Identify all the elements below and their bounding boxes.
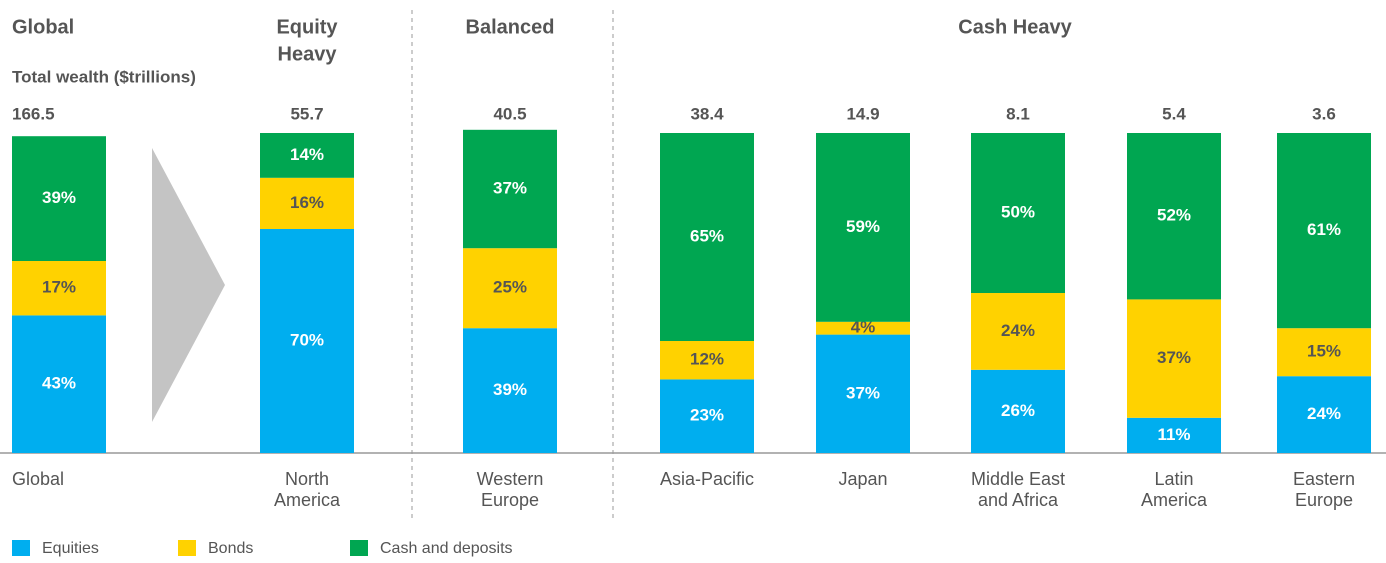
bar-segment	[463, 248, 557, 329]
value-label: 37%	[846, 383, 880, 402]
value-label: 12%	[690, 350, 724, 369]
bar-segment	[816, 133, 910, 322]
total-label: 166.5	[12, 104, 55, 123]
value-label: 61%	[1307, 220, 1341, 239]
total-label: 38.4	[690, 104, 724, 123]
x-tick-label: Western	[477, 469, 544, 489]
bar-segment	[463, 328, 557, 453]
bar-segment	[1277, 328, 1371, 377]
value-label: 65%	[690, 226, 724, 245]
value-label: 24%	[1001, 321, 1035, 340]
bar-segment	[12, 315, 106, 453]
value-label: 15%	[1307, 342, 1341, 361]
value-label: 37%	[1157, 348, 1191, 367]
value-label: 24%	[1307, 404, 1341, 423]
bar-segment	[660, 379, 754, 453]
value-label: 23%	[690, 406, 724, 425]
group-header: Equity	[276, 16, 338, 38]
arrow	[152, 148, 225, 422]
x-tick-label: and Africa	[978, 490, 1059, 510]
bar-segment	[971, 369, 1065, 453]
value-label: 37%	[493, 178, 527, 197]
value-label: 39%	[493, 380, 527, 399]
group-header: Cash Heavy	[958, 16, 1072, 38]
x-tick-label: Japan	[838, 469, 887, 489]
group-header: Global	[12, 16, 74, 38]
total-label: 55.7	[290, 104, 323, 123]
value-label: 26%	[1001, 401, 1035, 420]
value-label: 4%	[851, 318, 876, 337]
bar-segment	[1277, 133, 1371, 329]
legend-swatch	[12, 540, 30, 556]
total-label: 14.9	[846, 104, 879, 123]
value-label: 16%	[290, 193, 324, 212]
x-tick-label: Middle East	[971, 469, 1065, 489]
bar-segment	[816, 334, 910, 453]
legend-label: Equities	[42, 540, 99, 557]
bar-segment	[971, 293, 1065, 370]
x-tick-label: Latin	[1154, 469, 1193, 489]
value-label: 25%	[493, 278, 527, 297]
value-label: 39%	[42, 188, 76, 207]
bar-segment	[463, 129, 557, 249]
value-label: 50%	[1001, 202, 1035, 221]
legend-label: Bonds	[208, 540, 253, 557]
value-label: 52%	[1157, 206, 1191, 225]
x-tick-label: North	[285, 469, 329, 489]
bar-segment	[260, 177, 354, 229]
bar-segment	[260, 229, 354, 453]
bar-segment	[1127, 133, 1221, 300]
bar-segment	[12, 136, 106, 261]
bar-segment	[1127, 299, 1221, 418]
bar-segment	[660, 341, 754, 380]
bar-segment	[816, 321, 910, 335]
x-tick-label: Global	[12, 469, 64, 489]
subtitle: Total wealth ($trillions)	[12, 67, 196, 86]
total-label: 40.5	[493, 104, 526, 123]
bar-segment	[1277, 376, 1371, 453]
group-header: Heavy	[278, 43, 338, 65]
bar-segment	[971, 133, 1065, 293]
total-label: 8.1	[1006, 104, 1030, 123]
total-label: 5.4	[1162, 104, 1186, 123]
x-tick-label: Europe	[481, 490, 539, 510]
group-header: Balanced	[466, 16, 555, 38]
value-label: 43%	[42, 374, 76, 393]
x-tick-label: Eastern	[1293, 469, 1355, 489]
value-label: 14%	[290, 145, 324, 164]
total-label: 3.6	[1312, 104, 1336, 123]
value-label: 17%	[42, 278, 76, 297]
legend-label: Cash and deposits	[380, 540, 513, 557]
x-tick-label: America	[274, 490, 341, 510]
x-tick-label: Europe	[1295, 490, 1353, 510]
bar-segment	[1127, 417, 1221, 453]
bar-segment	[260, 133, 354, 178]
value-label: 70%	[290, 330, 324, 349]
bar-segment	[660, 133, 754, 341]
value-label: 11%	[1157, 425, 1190, 444]
x-tick-label: America	[1141, 490, 1208, 510]
value-label: 59%	[846, 217, 880, 236]
legend-swatch	[178, 540, 196, 556]
x-tick-label: Asia-Pacific	[660, 469, 754, 489]
bar-segment	[12, 261, 106, 316]
legend-swatch	[350, 540, 368, 556]
